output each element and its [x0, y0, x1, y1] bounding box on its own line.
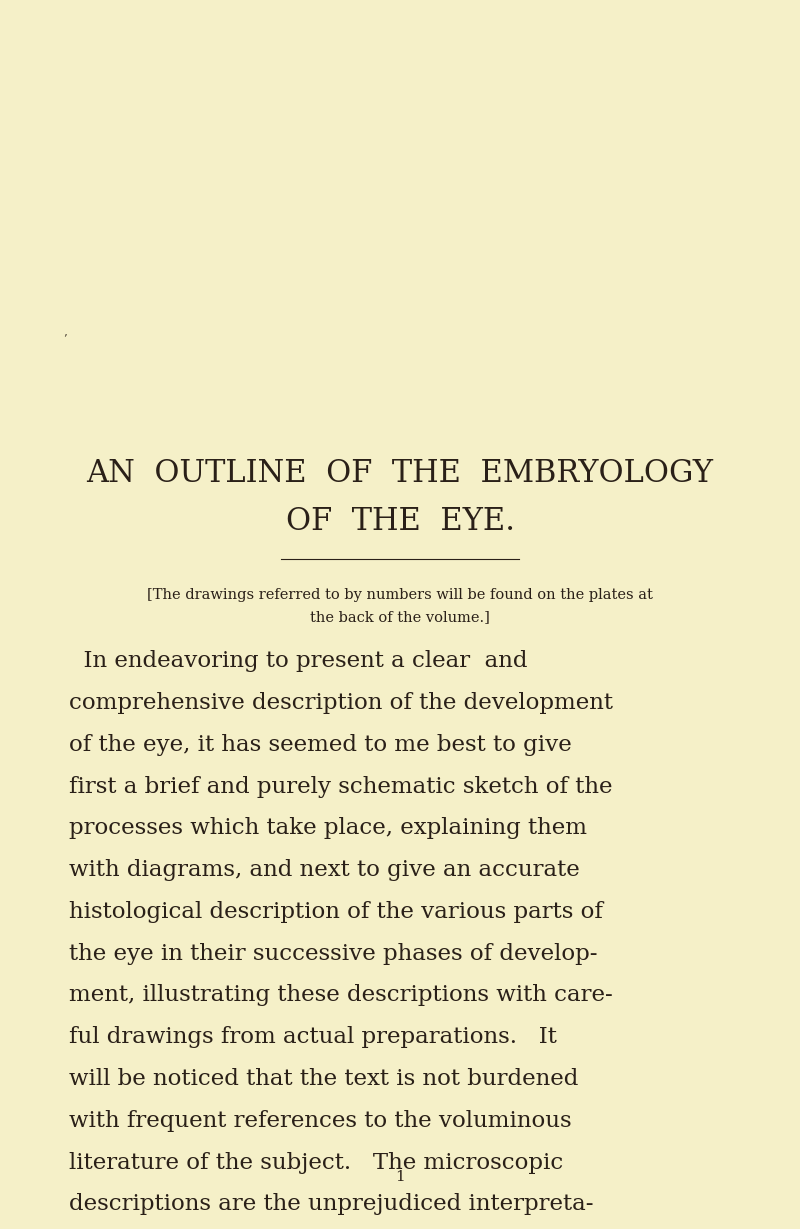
- Text: ment, illustrating these descriptions with care-: ment, illustrating these descriptions wi…: [70, 984, 613, 1007]
- Text: descriptions are the unprejudiced interpreta-: descriptions are the unprejudiced interp…: [70, 1193, 594, 1215]
- Text: [The drawings referred to by numbers will be found on the plates at: [The drawings referred to by numbers wil…: [147, 587, 653, 602]
- Text: 1: 1: [395, 1170, 405, 1185]
- Text: AN  OUTLINE  OF  THE  EMBRYOLOGY: AN OUTLINE OF THE EMBRYOLOGY: [86, 457, 714, 489]
- Text: histological description of the various parts of: histological description of the various …: [70, 901, 603, 923]
- Text: ’: ’: [63, 333, 66, 343]
- Text: with frequent references to the voluminous: with frequent references to the volumino…: [70, 1110, 572, 1132]
- Text: literature of the subject.   The microscopic: literature of the subject. The microscop…: [70, 1152, 563, 1174]
- Text: first a brief and purely schematic sketch of the: first a brief and purely schematic sketc…: [70, 775, 613, 798]
- Text: the back of the volume.]: the back of the volume.]: [310, 610, 490, 624]
- Text: In endeavoring to present a clear  and: In endeavoring to present a clear and: [70, 650, 528, 672]
- Text: will be noticed that the text is not burdened: will be noticed that the text is not bur…: [70, 1068, 578, 1090]
- Text: comprehensive description of the development: comprehensive description of the develop…: [70, 692, 614, 714]
- Text: the eye in their successive phases of develop-: the eye in their successive phases of de…: [70, 943, 598, 965]
- Text: OF  THE  EYE.: OF THE EYE.: [286, 505, 514, 537]
- Text: of the eye, it has seemed to me best to give: of the eye, it has seemed to me best to …: [70, 734, 572, 756]
- Text: ful drawings from actual preparations.   It: ful drawings from actual preparations. I…: [70, 1026, 557, 1048]
- Text: processes which take place, explaining them: processes which take place, explaining t…: [70, 817, 587, 839]
- Text: with diagrams, and next to give an accurate: with diagrams, and next to give an accur…: [70, 859, 580, 881]
